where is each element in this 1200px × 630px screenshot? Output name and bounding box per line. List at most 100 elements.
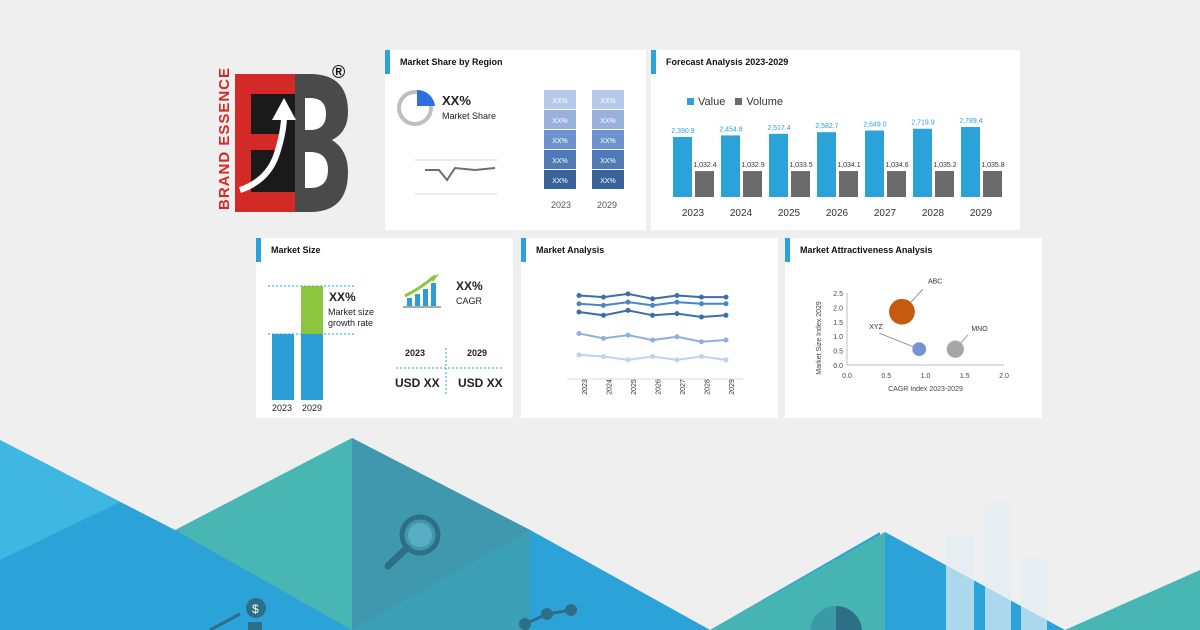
registered-mark: ® <box>332 62 346 82</box>
size-bar-2029-growth <box>301 286 323 334</box>
stack-segment <box>544 150 576 169</box>
analysis-point <box>650 312 655 318</box>
forecast-data-label: 1,032.9 <box>741 162 764 169</box>
analysis-chart: 2023 2024 2025 2026 2027 2028 2029 <box>567 291 743 395</box>
forecast-data-label: 1,032.4 <box>693 162 716 169</box>
analysis-x-tick: 2023 <box>582 379 589 395</box>
stack-segment-label: XX% <box>552 118 568 125</box>
stack-segment <box>544 130 576 149</box>
forecast-data-label: 1,033.5 <box>789 162 812 169</box>
attract-panel: Market Attractiveness Analysis 0.0 0.5 1.0… <box>785 238 1042 418</box>
forecast-x-tick: 2026 <box>826 208 849 219</box>
analysis-point <box>625 357 631 363</box>
analysis-x-tick: 2026 <box>656 379 663 395</box>
svg-text:$: $ <box>252 602 259 616</box>
analysis-point <box>723 337 729 343</box>
analysis-point <box>674 293 680 298</box>
stack-segment-label: XX% <box>600 158 616 165</box>
cagr-growth-icon <box>403 274 441 308</box>
attract-y-label: Market Size Index 2029 <box>816 301 823 375</box>
usd-b: USD XX <box>458 376 503 390</box>
analysis-point <box>723 301 729 307</box>
forecast-bar-value <box>673 137 692 197</box>
size-bar-2023 <box>272 334 294 400</box>
pie-share-icon <box>397 89 435 126</box>
forecast-data-label: 2,789.4 <box>959 118 982 125</box>
forecast-bar-volume <box>839 171 858 197</box>
analysis-point <box>723 357 729 363</box>
stack-segment-label: XX% <box>600 138 616 145</box>
stack-segment <box>592 90 624 109</box>
money-icon: $ <box>209 598 266 630</box>
forecast-data-label: 2,649.0 <box>863 122 886 129</box>
legend-volume: Volume <box>735 96 783 108</box>
attract-bubble-label: MNO <box>971 326 988 333</box>
analysis-point <box>601 312 606 318</box>
analysis-x-tick: 2028 <box>705 379 712 395</box>
brand-logo: BRAND ESSENCE ® <box>200 60 360 220</box>
region-panel-title: Market Share by Region <box>385 50 503 74</box>
analysis-point <box>674 299 680 305</box>
forecast-data-label: 1,035.2 <box>933 162 956 169</box>
forecast-data-label: 1,034.6 <box>885 162 908 169</box>
attract-bubble-label: XYZ <box>869 324 883 331</box>
cagr-value: XX% <box>456 279 483 293</box>
analysis-point <box>699 314 704 320</box>
forecast-data-label: 2,390.9 <box>671 128 694 135</box>
analysis-x-tick: 2027 <box>680 379 687 395</box>
analysis-point <box>650 354 655 360</box>
analysis-x-tick: 2025 <box>631 379 638 395</box>
stack-segment-label: XX% <box>552 178 568 185</box>
size-bars <box>268 285 502 400</box>
attract-y-tick: 0.0 <box>833 363 843 370</box>
attract-x-tick: 0.5 <box>881 373 891 380</box>
attract-bubble <box>912 342 927 357</box>
analysis-point <box>625 332 631 338</box>
forecast-x-tick: 2029 <box>970 208 993 219</box>
forecast-bar-value <box>817 132 836 197</box>
size-year-2029: 2029 <box>302 403 323 413</box>
analysis-x-tick: 2029 <box>729 379 736 395</box>
growth-value: XX% <box>329 290 356 304</box>
forecast-x-tick: 2024 <box>730 208 753 219</box>
forecast-x-tick: 2023 <box>682 208 705 219</box>
forecast-x-tick: 2027 <box>874 208 897 219</box>
forecast-x-tick: 2028 <box>922 208 945 219</box>
pie-icon <box>810 606 862 630</box>
forecast-bar-value <box>961 127 980 197</box>
analysis-point <box>576 330 582 336</box>
analysis-point <box>723 294 729 300</box>
attract-y-tick: 2.5 <box>833 291 843 298</box>
analysis-point <box>576 293 582 298</box>
size-bar-2029-base <box>301 334 323 400</box>
analysis-point <box>650 337 655 343</box>
forecast-data-label: 1,034.1 <box>837 162 860 169</box>
attract-x-tick: 1.0 <box>921 373 931 380</box>
stack-segment <box>544 170 576 189</box>
attract-bubble <box>946 340 964 358</box>
forecast-bar-value <box>721 135 740 197</box>
share-label: Market Share <box>442 111 497 121</box>
analysis-point <box>699 339 704 345</box>
forecast-data-label: 2,517.4 <box>767 125 790 132</box>
size-panel: Market Size 2023 2029 XX% Market size gr… <box>256 238 513 418</box>
attract-panel-title: Market Attractiveness Analysis <box>785 238 932 262</box>
analysis-point <box>699 301 704 307</box>
forecast-bar-value <box>913 128 932 197</box>
attract-leader-line <box>879 332 920 350</box>
attract-x-tick: 2.0 <box>999 373 1009 380</box>
forecast-bar-volume <box>695 171 714 197</box>
region-panel: Market Share by Region XX% Market Share … <box>385 50 646 230</box>
size-panel-title: Market Size <box>256 238 321 262</box>
brand-name: BRAND ESSENCE <box>216 66 234 211</box>
forecast-bar-volume <box>935 171 954 197</box>
attract-y-tick: 2.0 <box>833 305 843 312</box>
stack-segment <box>592 170 624 189</box>
growth-label-2: growth rate <box>328 318 374 328</box>
size-year-b: 2029 <box>467 348 488 358</box>
stack-segment-label: XX% <box>600 178 616 185</box>
stack-segment <box>544 90 576 109</box>
analysis-point <box>601 302 606 308</box>
forecast-bar-value <box>769 133 788 197</box>
